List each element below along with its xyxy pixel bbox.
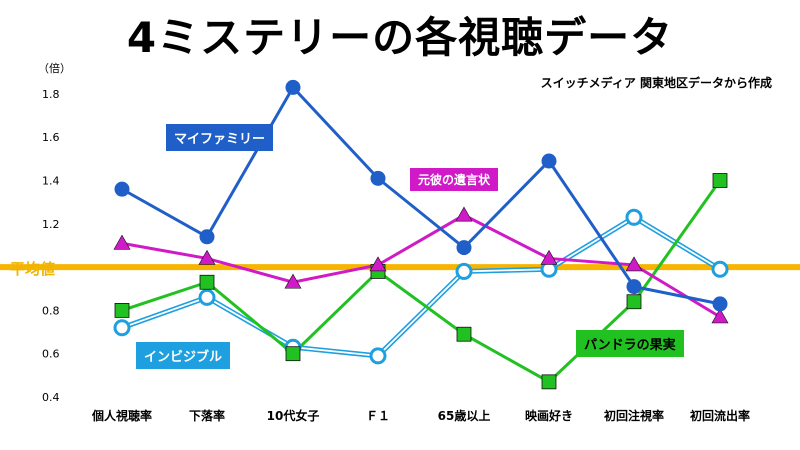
series-line-invisible-inner [121, 216, 721, 357]
point-pandora [626, 294, 642, 310]
point-invisible [369, 347, 387, 365]
x-tick-label: 65歳以上 [438, 408, 491, 423]
point-motokare [113, 234, 131, 250]
y-axis-unit: （倍） [38, 62, 71, 75]
point-motokare [369, 256, 387, 272]
point-invisible [113, 319, 131, 337]
point-my-family [114, 181, 130, 197]
point-my-family [626, 279, 642, 295]
source-note: スイッチメディア 関東地区データから作成 [540, 76, 772, 90]
series-label-invisible: インビジブル [136, 342, 231, 369]
point-invisible [455, 262, 473, 280]
y-tick-label: 0.4 [42, 391, 60, 404]
point-my-family [712, 296, 728, 312]
average-label: 平均値 [10, 260, 56, 278]
y-tick-label: 0.6 [42, 348, 60, 361]
series-line-pandora [121, 179, 722, 384]
x-tick-label: 映画好き [525, 408, 573, 423]
point-my-family [370, 170, 386, 186]
x-tick-label: 初回注視率 [604, 408, 664, 423]
x-tick-label: 初回流出率 [690, 408, 750, 423]
point-my-family [199, 229, 215, 245]
point-pandora [712, 173, 728, 188]
y-tick-label: 1.2 [42, 218, 60, 231]
point-my-family [285, 79, 301, 95]
series-label-pandora: パンドラの果実 [576, 330, 684, 357]
y-tick-label: 1.6 [42, 131, 60, 144]
x-tick-label: 個人視聴率 [91, 408, 152, 423]
point-my-family [456, 240, 472, 256]
point-motokare [198, 249, 216, 265]
x-tick-label: 10代女子 [267, 408, 320, 423]
chart-title: 4ミステリーの各視聴データ [126, 13, 674, 62]
series-line-my-family [121, 84, 721, 306]
point-motokare [540, 249, 558, 265]
y-tick-label: 0.8 [42, 304, 60, 317]
series-label-my-family: マイファミリー [166, 124, 274, 151]
y-tick-label: 1.8 [42, 88, 60, 101]
point-pandora [199, 274, 215, 290]
x-tick-label: Ｆ１ [366, 409, 390, 423]
x-tick-label: 下落率 [189, 408, 225, 423]
y-tick-label: 1.4 [42, 175, 60, 188]
point-motokare [455, 206, 473, 222]
point-pandora [285, 346, 301, 362]
point-pandora [456, 326, 472, 342]
point-pandora [541, 374, 557, 390]
point-pandora [114, 302, 130, 318]
point-invisible [711, 260, 729, 278]
point-invisible [198, 288, 216, 306]
point-motokare [625, 256, 643, 272]
point-motokare [284, 273, 302, 289]
point-motokare [711, 308, 729, 324]
point-my-family [541, 153, 557, 169]
series-label-motokare: 元彼の遺言状 [410, 168, 499, 191]
point-invisible [625, 208, 643, 226]
